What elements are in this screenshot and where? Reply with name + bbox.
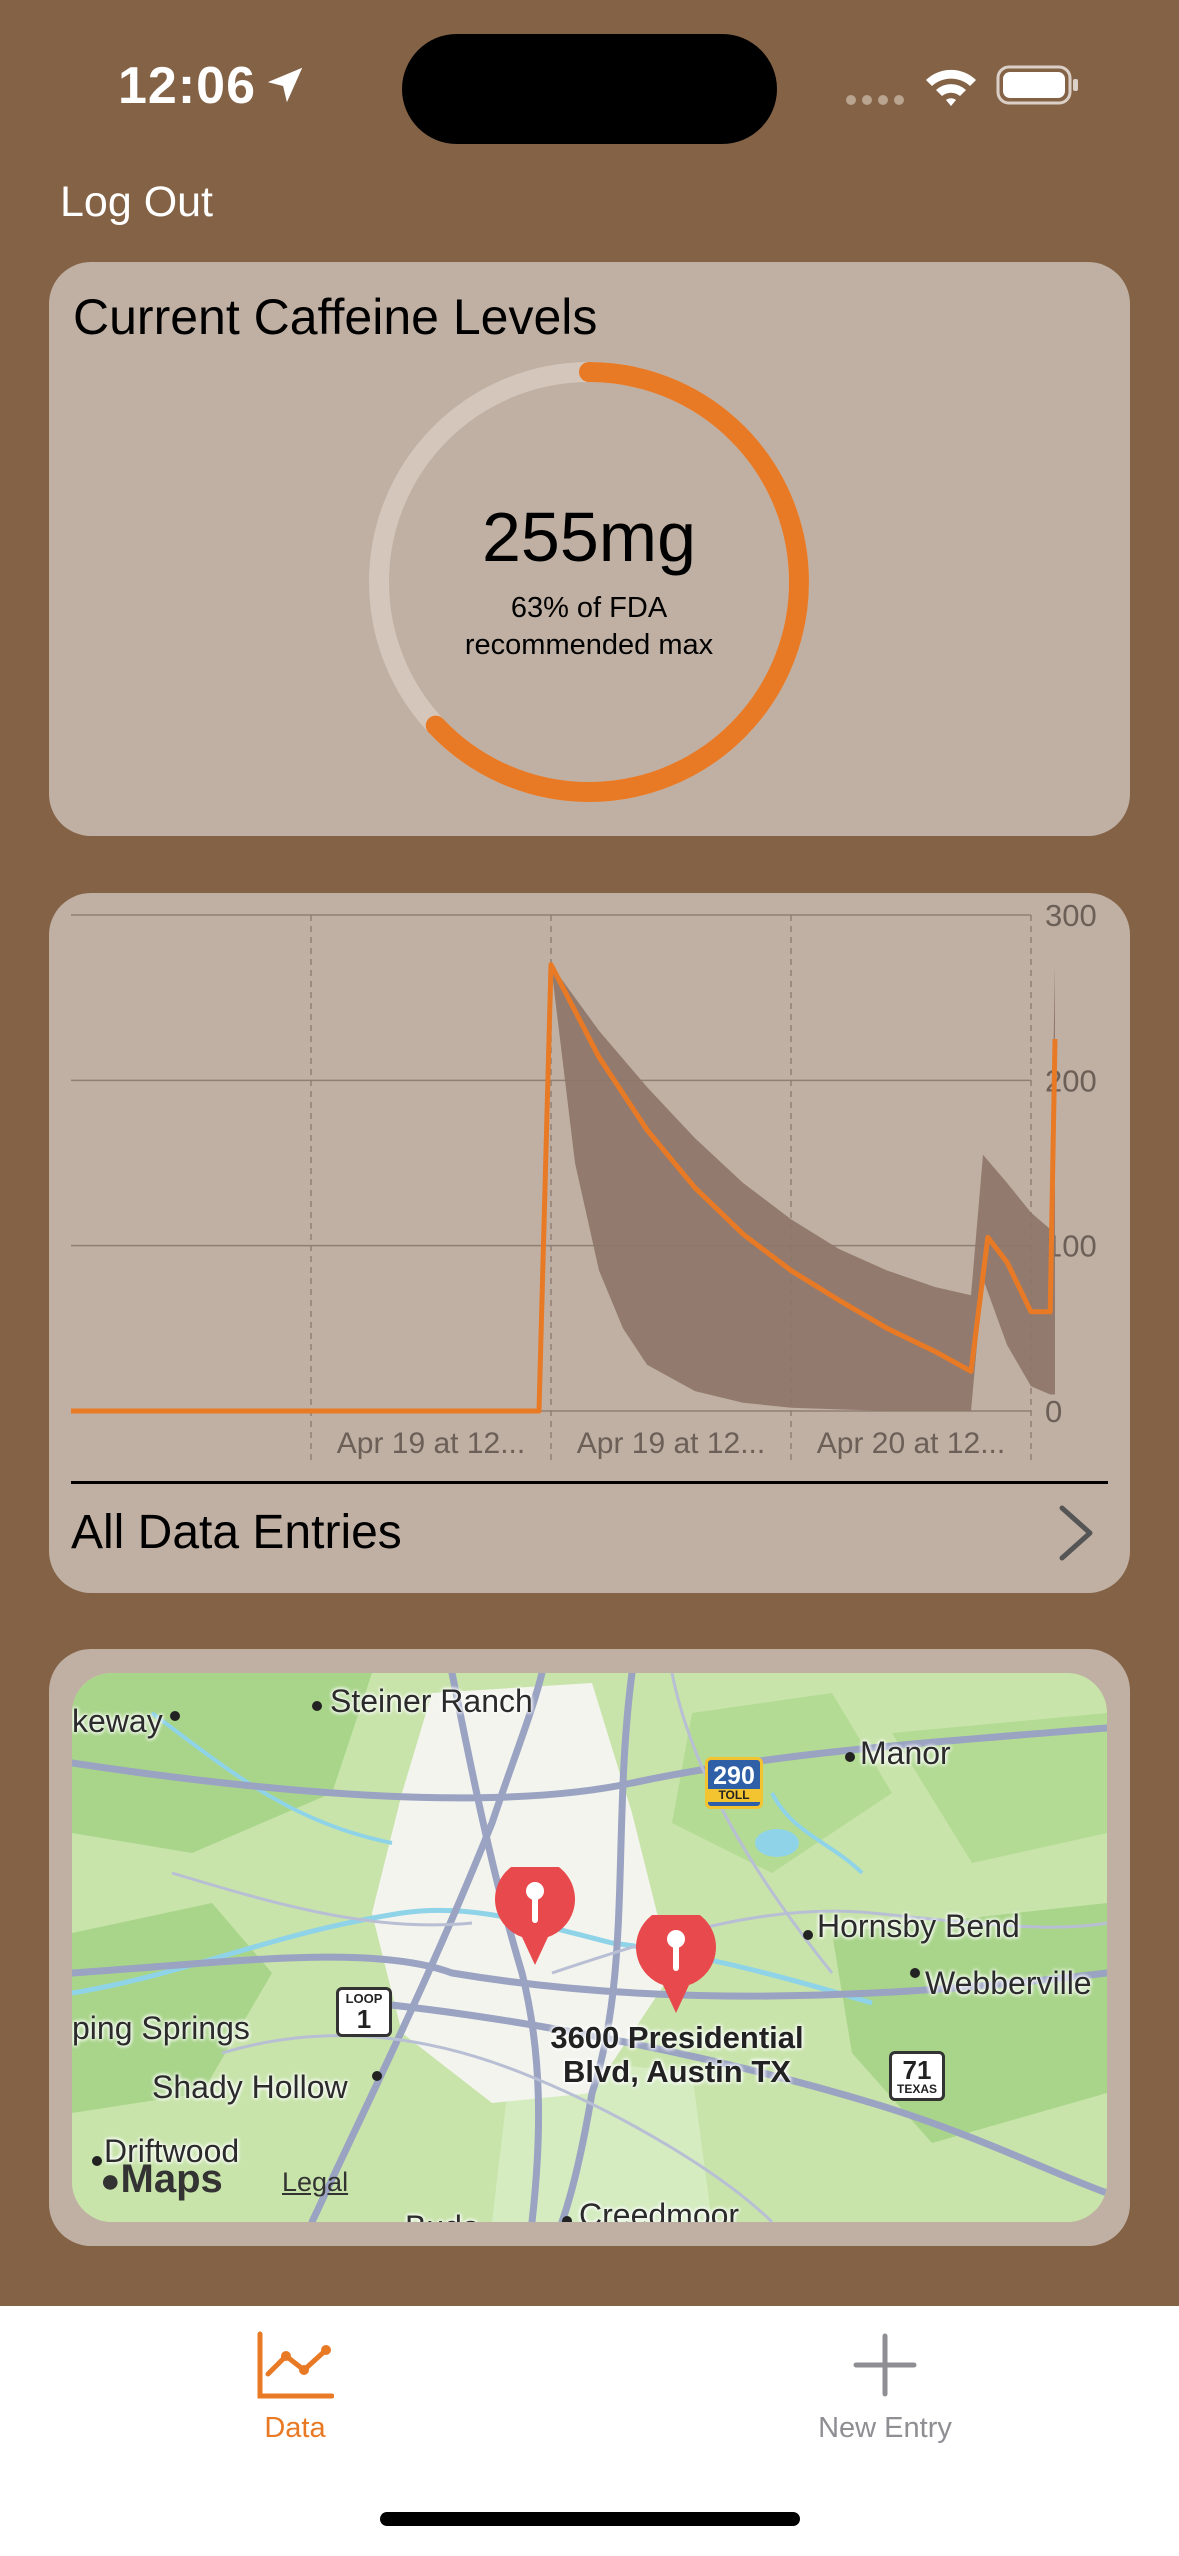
shield-text: TEXAS (896, 2081, 937, 2096)
maps-logo-text: Maps (120, 2157, 223, 2201)
y-tick-label: 0 (1045, 1394, 1062, 1429)
y-tick-label: 300 (1045, 898, 1097, 933)
pin-address-line-1: 3600 Presidential (550, 2020, 804, 2055)
place-label: Driftwood (104, 2133, 240, 2169)
toll-290-shield-icon: 290 TOLL (705, 1757, 763, 1809)
shield-number: 1 (356, 2004, 372, 2034)
uncertainty-band (551, 964, 1055, 1411)
battery-icon (996, 65, 1078, 105)
texas-71-shield-icon: 71 TEXAS (889, 2051, 945, 2101)
apple-maps-logo: ●Maps (100, 2157, 223, 2202)
place-label: Shady Hollow (152, 2069, 348, 2105)
pin-address-line-2: Blvd, Austin TX (563, 2054, 791, 2089)
tab-label: Data (264, 2412, 326, 2444)
gauge-progress-arc (369, 362, 809, 802)
place-label: Webberville (925, 1965, 1092, 2001)
map-background (72, 1673, 1107, 2222)
x-tick-label: Apr 20 at 12... (817, 1427, 1005, 1460)
map-pin-icon[interactable] (492, 1867, 578, 1967)
shield-number: 71 (902, 2054, 932, 2085)
location-arrow-icon (267, 67, 303, 103)
pin-address-label: 3600 Presidential Blvd, Austin TX (502, 2021, 852, 2089)
x-tick-label: Apr 19 at 12... (577, 1427, 765, 1460)
legal-link[interactable]: Legal (282, 2167, 349, 2197)
place-label: Steiner Ranch (330, 1683, 533, 1719)
apple-logo-icon: ● (100, 2162, 121, 2200)
entries-label: All Data Entries (71, 1506, 402, 1559)
status-time: 12:06 (118, 57, 256, 115)
caffeine-gauge (369, 362, 809, 802)
all-data-entries-row[interactable]: All Data Entries (71, 1481, 1108, 1581)
tab-label: New Entry (818, 2412, 952, 2444)
place-label: ping Springs (72, 2010, 250, 2046)
shield-text: TOLL (708, 1789, 760, 1802)
place-label: Manor (860, 1735, 951, 1771)
shield-text: LOOP (345, 1991, 383, 2006)
caffeine-level-card: Current Caffeine Levels 255mg 63% of FDA… (49, 262, 1130, 836)
tab-data[interactable]: Data (145, 2330, 445, 2445)
plus-icon (853, 2333, 917, 2397)
caption-line-1: 63% of FDA (510, 592, 668, 624)
shield-number: 290 (713, 1762, 755, 1790)
place-label: Creedmoor (579, 2197, 740, 2222)
map-view[interactable]: Steiner Ranch keway Manor Hornsby Bend W… (72, 1673, 1107, 2222)
caffeine-value: 255mg (481, 498, 697, 576)
caffeine-series-line (71, 962, 1058, 1414)
loop-1-shield-icon: LOOP 1 (336, 1987, 392, 2037)
place-label: Hornsby Bend (817, 1908, 1020, 1944)
wifi-icon (926, 69, 976, 106)
chevron-right-icon (1059, 1505, 1093, 1560)
home-indicator (380, 2512, 800, 2526)
location-map-card: Steiner Ranch keway Manor Hornsby Bend W… (49, 1649, 1130, 2246)
line-chart-icon (257, 2331, 334, 2399)
place-label: Buda (405, 2209, 480, 2222)
caffeine-caption: 63% of FDA recommended max (309, 590, 869, 664)
tab-new-entry[interactable]: New Entry (735, 2330, 1035, 2445)
caffeine-chart-card: 0 100 200 300 Apr 19 at 12... Apr 19 at 12...… (49, 893, 1130, 1593)
card-title: Current Caffeine Levels (73, 289, 598, 345)
logout-button[interactable]: Log Out (60, 178, 213, 226)
place-label: keway (72, 1703, 163, 1739)
dynamic-island (402, 34, 777, 144)
cellular-signal-icon (846, 95, 904, 105)
map-pin-icon[interactable] (633, 1915, 719, 2015)
x-tick-label: Apr 19 at 12... (337, 1427, 525, 1460)
caption-line-2: recommended max (464, 629, 714, 661)
